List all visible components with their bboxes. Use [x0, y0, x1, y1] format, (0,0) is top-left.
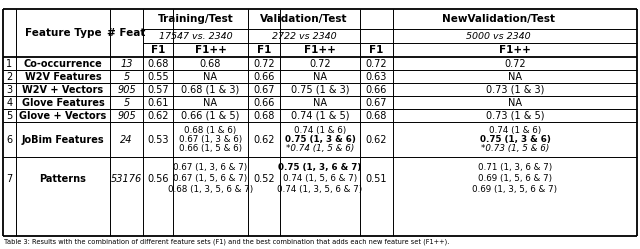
Text: W2V Features: W2V Features	[25, 71, 101, 81]
Text: 0.68 (1 & 3): 0.68 (1 & 3)	[181, 84, 239, 95]
Text: 0.68: 0.68	[253, 111, 275, 121]
Text: 5: 5	[124, 98, 130, 108]
Text: 0.69 (1, 5, 6 & 7): 0.69 (1, 5, 6 & 7)	[478, 174, 552, 183]
Text: # Feat: # Feat	[108, 28, 146, 38]
Text: 0.68: 0.68	[147, 59, 169, 68]
Text: F1: F1	[151, 45, 165, 55]
Text: 13: 13	[120, 59, 132, 68]
Text: 0.68: 0.68	[366, 111, 387, 121]
Text: 0.67: 0.67	[253, 84, 275, 95]
Text: 2: 2	[6, 71, 13, 81]
Text: 0.66: 0.66	[253, 98, 275, 108]
Text: Co-occurrence: Co-occurrence	[24, 59, 102, 68]
Text: NA: NA	[313, 98, 327, 108]
Text: 0.53: 0.53	[147, 134, 169, 144]
Text: 0.56: 0.56	[147, 174, 169, 184]
Text: NA: NA	[313, 71, 327, 81]
Text: 24: 24	[120, 134, 132, 144]
Text: NA: NA	[508, 98, 522, 108]
Text: JoBim Features: JoBim Features	[22, 134, 104, 144]
Text: 905: 905	[117, 111, 136, 121]
Text: 0.73 (1 & 3): 0.73 (1 & 3)	[486, 84, 544, 95]
Text: Training/Test: Training/Test	[157, 14, 234, 24]
Text: F1: F1	[257, 45, 271, 55]
Text: 0.55: 0.55	[147, 71, 169, 81]
Text: F1++: F1++	[304, 45, 336, 55]
Text: 5000 vs 2340: 5000 vs 2340	[466, 32, 531, 41]
Text: Glove Features: Glove Features	[22, 98, 104, 108]
Text: Feature Type: Feature Type	[25, 28, 101, 38]
Text: 0.71 (1, 3, 6 & 7): 0.71 (1, 3, 6 & 7)	[478, 163, 552, 172]
Text: 5: 5	[6, 111, 13, 121]
Text: 0.66: 0.66	[366, 84, 387, 95]
Text: F1++: F1++	[499, 45, 531, 55]
Text: NA: NA	[204, 71, 218, 81]
Text: 0.57: 0.57	[147, 84, 169, 95]
Text: 0.75 (1, 3 & 6): 0.75 (1, 3 & 6)	[479, 135, 550, 144]
Text: 0.72: 0.72	[365, 59, 387, 68]
Text: 0.67 (1, 3 & 6): 0.67 (1, 3 & 6)	[179, 135, 242, 144]
Text: Glove + Vectors: Glove + Vectors	[19, 111, 107, 121]
Text: F1: F1	[369, 45, 384, 55]
Text: NA: NA	[508, 71, 522, 81]
Text: 7: 7	[6, 174, 13, 184]
Text: Table 3: Results with the combination of different feature sets (F1) and the bes: Table 3: Results with the combination of…	[4, 238, 449, 245]
Text: 0.75 (1, 3 & 6): 0.75 (1, 3 & 6)	[285, 135, 355, 144]
Text: 0.51: 0.51	[365, 174, 387, 184]
Text: 0.67: 0.67	[365, 98, 387, 108]
Text: *0.74 (1, 5 & 6): *0.74 (1, 5 & 6)	[286, 144, 354, 153]
Text: 0.66 (1 & 5): 0.66 (1 & 5)	[181, 111, 240, 121]
Text: 2722 vs 2340: 2722 vs 2340	[272, 32, 336, 41]
Text: Validation/Test: Validation/Test	[260, 14, 348, 24]
Text: 17547 vs. 2340: 17547 vs. 2340	[159, 32, 232, 41]
Text: 1: 1	[6, 59, 13, 68]
Text: 0.74 (1 & 6): 0.74 (1 & 6)	[294, 126, 346, 135]
Text: NA: NA	[204, 98, 218, 108]
Text: 3: 3	[6, 84, 13, 95]
Text: 0.67 (1, 3, 6 & 7): 0.67 (1, 3, 6 & 7)	[173, 163, 248, 172]
Text: 0.68 (1 & 6): 0.68 (1 & 6)	[184, 126, 237, 135]
Text: 0.72: 0.72	[504, 59, 526, 68]
Text: 0.75 (1, 3, 6 & 7): 0.75 (1, 3, 6 & 7)	[278, 163, 362, 172]
Text: 0.66 (1, 5 & 6): 0.66 (1, 5 & 6)	[179, 144, 242, 153]
Text: 0.68 (1, 3, 5, 6 & 7): 0.68 (1, 3, 5, 6 & 7)	[168, 185, 253, 194]
Text: 0.74 (1 & 5): 0.74 (1 & 5)	[291, 111, 349, 121]
Text: 0.63: 0.63	[366, 71, 387, 81]
Text: F1++: F1++	[195, 45, 227, 55]
Text: 4: 4	[6, 98, 13, 108]
Text: 0.73 (1 & 5): 0.73 (1 & 5)	[486, 111, 544, 121]
Text: 6: 6	[6, 134, 13, 144]
Text: 0.72: 0.72	[309, 59, 331, 68]
Text: NewValidation/Test: NewValidation/Test	[442, 14, 555, 24]
Text: 0.74 (1, 5, 6 & 7): 0.74 (1, 5, 6 & 7)	[283, 174, 357, 183]
Text: 0.62: 0.62	[253, 134, 275, 144]
Text: Patterns: Patterns	[40, 174, 86, 184]
Text: 0.72: 0.72	[253, 59, 275, 68]
Text: 0.62: 0.62	[147, 111, 169, 121]
Text: W2V + Vectors: W2V + Vectors	[22, 84, 104, 95]
Text: 0.74 (1 & 6): 0.74 (1 & 6)	[489, 126, 541, 135]
Text: 0.74 (1, 3, 5, 6 & 7): 0.74 (1, 3, 5, 6 & 7)	[277, 185, 363, 194]
Text: 0.68: 0.68	[200, 59, 221, 68]
Text: 0.67 (1, 5, 6 & 7): 0.67 (1, 5, 6 & 7)	[173, 174, 248, 183]
Text: 905: 905	[117, 84, 136, 95]
Text: 0.61: 0.61	[147, 98, 169, 108]
Text: 0.69 (1, 3, 5, 6 & 7): 0.69 (1, 3, 5, 6 & 7)	[472, 185, 557, 194]
Text: 0.62: 0.62	[365, 134, 387, 144]
Text: 0.52: 0.52	[253, 174, 275, 184]
Text: 53176: 53176	[111, 174, 142, 184]
Text: 5: 5	[124, 71, 130, 81]
Text: 0.66: 0.66	[253, 71, 275, 81]
Text: 0.75 (1 & 3): 0.75 (1 & 3)	[291, 84, 349, 95]
Text: *0.73 (1, 5 & 6): *0.73 (1, 5 & 6)	[481, 144, 549, 153]
